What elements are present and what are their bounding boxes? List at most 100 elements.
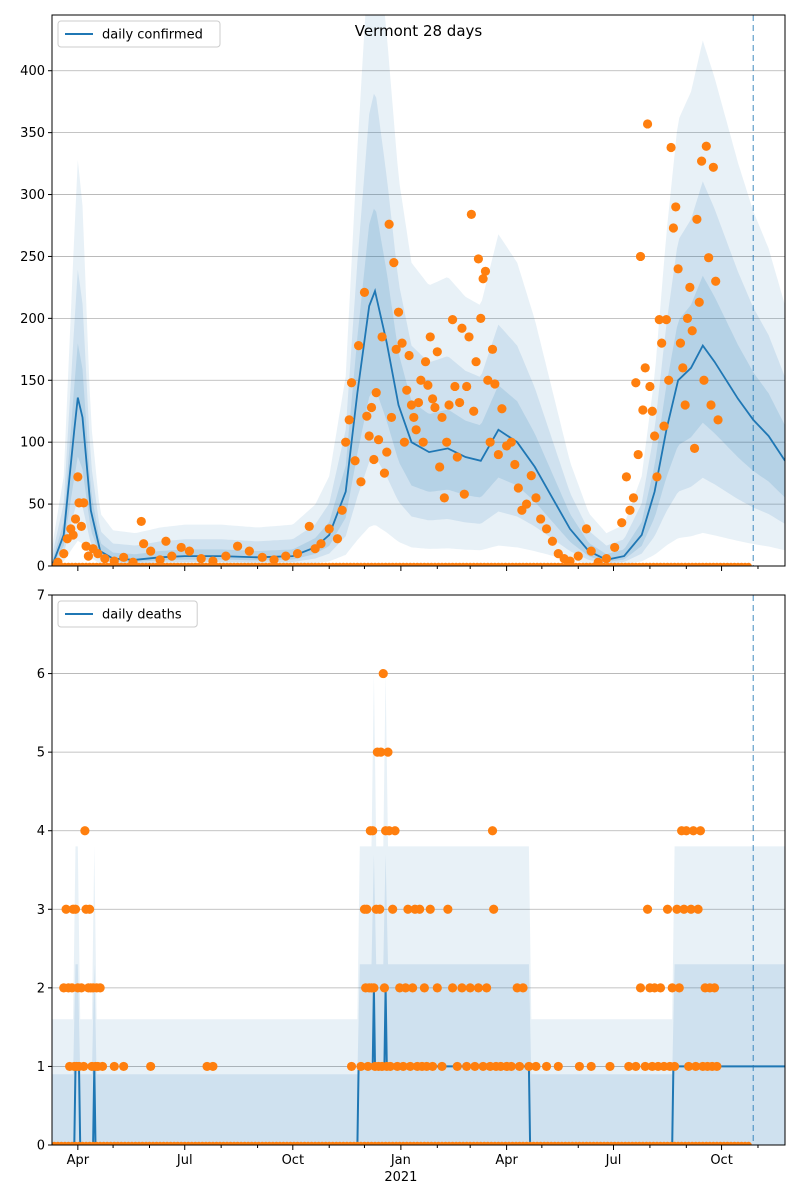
observed-point	[640, 363, 650, 373]
observed-point	[324, 524, 334, 534]
y-tick-label: 0	[37, 1139, 45, 1154]
observed-point	[79, 498, 89, 508]
observed-point	[59, 549, 69, 559]
observed-point	[487, 826, 498, 836]
uncertainty-band	[52, 15, 785, 566]
y-tick-label: 0	[37, 560, 45, 575]
observed-point	[402, 385, 412, 395]
chart-title: Vermont 28 days	[355, 22, 483, 40]
observed-point	[654, 314, 664, 325]
observed-point	[415, 904, 425, 914]
legend: daily deaths	[57, 600, 198, 628]
observed-point	[139, 539, 149, 549]
x-tick-label: Apr	[495, 1153, 518, 1168]
observed-point	[397, 338, 407, 348]
observed-point	[423, 380, 433, 390]
observed-point	[81, 541, 91, 551]
y-tick-label: 250	[20, 250, 45, 265]
observed-point	[281, 551, 291, 561]
observed-point	[167, 551, 177, 561]
y-tick-label: 350	[20, 126, 45, 141]
observed-point	[425, 332, 435, 342]
observed-point	[452, 452, 462, 462]
observed-point	[332, 534, 343, 544]
observed-point	[526, 471, 536, 481]
observed-point	[506, 1061, 516, 1072]
observed-point	[368, 826, 378, 836]
observed-point	[393, 307, 404, 317]
observed-points	[52, 668, 752, 1145]
observed-point	[221, 551, 231, 561]
observed-point	[269, 555, 279, 565]
observed-point	[514, 1061, 525, 1072]
observed-point	[628, 493, 639, 503]
x-tick-label: Oct	[282, 1153, 304, 1168]
observed-point	[418, 437, 428, 447]
observed-point	[645, 381, 655, 392]
observed-point	[691, 1061, 701, 1072]
observed-point	[497, 404, 507, 414]
observed-point	[524, 1061, 534, 1072]
observed-point	[184, 546, 195, 556]
observed-point	[257, 552, 267, 562]
observed-point	[389, 258, 399, 268]
y-tick-label: 5	[37, 746, 45, 761]
observed-point	[452, 1061, 462, 1072]
observed-point	[403, 904, 413, 914]
observed-point	[350, 456, 360, 466]
observed-point	[708, 162, 718, 172]
plot-frame	[51, 594, 786, 1146]
observed-point	[119, 1061, 129, 1072]
observed-point	[457, 323, 467, 333]
observed-point	[408, 983, 418, 993]
observed-point	[662, 904, 673, 914]
observed-point	[655, 983, 666, 993]
observed-point	[447, 983, 458, 993]
observed-point	[617, 518, 627, 528]
observed-point	[685, 282, 695, 293]
y-tick-label: 6	[37, 667, 45, 682]
observed-point	[573, 551, 583, 561]
observed-point	[541, 1061, 552, 1072]
observed-point	[713, 415, 723, 425]
legend-label: daily deaths	[102, 608, 182, 623]
observed-point	[346, 378, 357, 388]
y-tick-label: 50	[28, 498, 45, 513]
legend: daily confirmed	[57, 20, 221, 48]
observed-point	[601, 553, 612, 564]
observed-point	[462, 1061, 472, 1072]
observed-point	[427, 1061, 438, 1072]
observed-point	[669, 1061, 680, 1072]
observed-point	[95, 983, 105, 993]
y-tick-label: 4	[37, 824, 45, 839]
observed-point	[232, 541, 243, 551]
observed-point	[635, 251, 646, 262]
observed-point	[695, 826, 706, 836]
observed-point	[405, 1061, 415, 1072]
observed-point	[668, 223, 679, 233]
uncertainty-band	[52, 93, 785, 566]
observed-point	[390, 826, 400, 836]
observed-point	[470, 1061, 480, 1072]
observed-point	[379, 468, 390, 478]
observed-point	[693, 904, 703, 914]
observed-point	[413, 397, 424, 408]
model-line	[52, 288, 785, 566]
observed-point	[375, 904, 385, 914]
observed-point	[84, 904, 95, 914]
observed-point	[366, 402, 377, 413]
observed-point	[466, 209, 476, 219]
observed-point	[97, 1061, 108, 1072]
observed-point	[586, 1061, 596, 1072]
y-tick-label: 1	[37, 1060, 45, 1075]
observed-point	[553, 1061, 563, 1072]
observed-point	[382, 447, 392, 457]
observed-point	[547, 536, 558, 546]
observed-point	[657, 338, 667, 348]
observed-point	[681, 826, 691, 836]
observed-point	[76, 983, 86, 993]
x-tick-label: Oct	[710, 1153, 732, 1168]
observed-point	[337, 505, 347, 515]
observed-zero-point	[745, 562, 752, 566]
observed-point	[621, 472, 632, 482]
